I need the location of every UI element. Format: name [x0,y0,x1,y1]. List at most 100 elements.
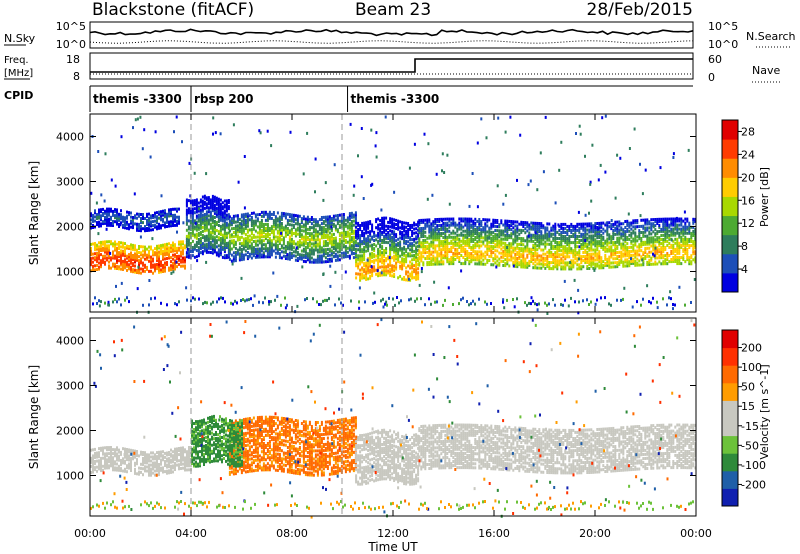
p-cell-563 [126,220,128,224]
p-cell-1402 [254,215,257,219]
p-cell-2092 [342,215,345,219]
p-cell-749 [187,247,190,251]
p-cell-498 [106,221,108,225]
p-cell-4586 [646,226,649,230]
p-cell-3673 [530,249,533,253]
p-cell-3954 [564,222,567,226]
p-cell-4348 [614,228,617,232]
p-cell-1966 [328,253,331,257]
p-cell-3461 [504,264,507,268]
p-cell-3261 [476,244,479,248]
p-cell-712 [176,223,178,227]
p-cell-1228 [232,231,235,234]
p-cell-185 [128,253,130,257]
p-cell-4364 [616,230,619,234]
p-cell-680 [166,220,168,224]
p-cell-2710 [411,274,414,278]
p-cell-3820 [548,238,551,242]
p-cell-1193 [228,251,231,255]
p-cell-4478 [632,259,635,263]
p-cell-1908 [320,228,323,232]
p-cell-1454 [262,251,265,255]
p-cell-4899 [686,227,689,231]
p-cell-984 [209,224,212,228]
p-cell-376 [168,242,170,246]
p-cell-193 [130,257,132,261]
p-cell-2658 [405,278,408,282]
p-cell-4382 [618,222,621,226]
p-cell-614 [146,229,148,232]
p-cell-4005 [572,253,575,257]
p-cell-3717 [536,266,539,270]
p-cell-1269 [238,246,241,250]
p-cell-855 [197,227,200,231]
p-cell-4468 [630,245,633,249]
p-cell-3257 [476,256,479,260]
p-cell-4851 [680,227,683,231]
p-cell-2986 [442,254,445,258]
p-cell-3774 [542,248,545,252]
p-cell-68 [104,254,106,258]
p-cell-2921 [434,244,437,248]
p-cell-2719 [411,248,414,252]
p-cell-2519 [389,239,392,243]
p-cell-3022 [446,252,449,256]
p-cell-4700 [662,244,665,247]
p-cell-3988 [570,263,573,267]
p-cell-1811 [308,240,311,244]
p-cell-4058 [578,226,581,230]
p-cell-2935 [436,256,439,260]
p-cell-1542 [272,211,275,214]
p-cell-3319 [484,254,487,258]
p-cell-2153 [350,219,353,223]
p-cell-4021 [574,245,577,249]
p-cell-2097 [344,249,347,253]
p-cell-10 [92,268,94,272]
p-cell-652 [156,211,158,215]
p-cell-383 [170,248,172,251]
p-cell-3106 [456,223,459,227]
p-cell-406 [174,245,176,249]
p-cell-4294 [608,261,611,265]
p-cell-4596 [648,242,651,246]
p-cell-1864 [314,220,317,224]
p-cell-4780 [672,243,675,247]
p-cell-273 [148,255,150,259]
p-cell-2570 [393,218,396,222]
p-cell-1552 [274,225,277,229]
nsky-label: N.Sky [4,32,36,45]
p-cell-4687 [660,238,663,241]
p-cell-3936 [562,226,565,230]
p-cell-4703 [662,238,665,241]
p-cell-3118 [458,225,461,229]
p-cell-2509 [389,263,392,267]
p-cell-3755 [540,256,543,260]
p-cell-3903 [560,267,563,271]
p-cell-3232 [472,231,475,235]
p-cell-3 [90,259,92,263]
p-cell-3865 [554,238,557,242]
p-cell-4198 [596,262,599,266]
p-cell-3749 [538,226,541,230]
p-cell-4181 [594,258,597,262]
p-cell-1045 [215,251,218,255]
p-cell-3506 [508,244,511,248]
p-cell-688 [168,214,170,218]
p-cell-4446 [626,221,629,225]
p-cell-148 [120,241,122,245]
p-cell-1476 [264,227,267,230]
p-cell-1803 [308,258,311,262]
p-cell-45 [98,245,100,249]
p-cell-1071 [217,224,220,227]
p-cell-2642 [403,261,406,265]
p-cell-3638 [526,265,529,269]
p-cell-438 [182,250,184,254]
p-cell-2630 [401,247,404,251]
p-cell-1452 [262,255,265,259]
p-cell-989 [209,212,212,216]
p-cell-298 [154,263,156,267]
p-cell-1951 [326,243,329,247]
p-cell-111 [114,254,116,258]
p-cell-1865 [314,218,317,222]
p-cell-2601 [397,225,400,229]
